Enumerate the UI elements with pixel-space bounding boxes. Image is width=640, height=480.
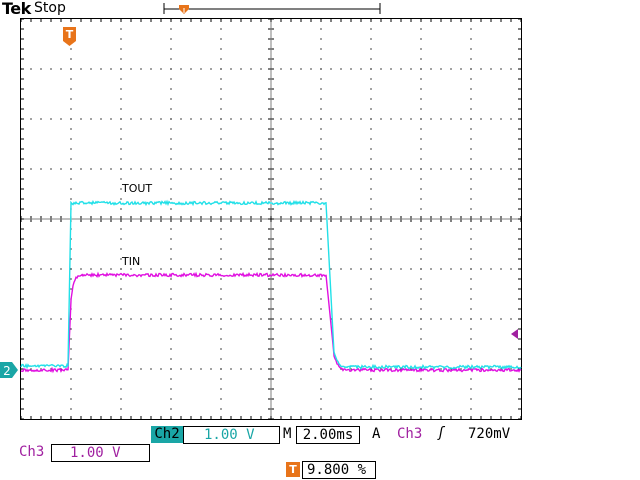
trigger-source-readout[interactable]: Ch3 [397, 426, 422, 442]
timebase-label: M [283, 426, 291, 442]
ch3-scale-readout[interactable]: 1.00 V [51, 444, 150, 462]
ch3-label[interactable]: Ch3 [19, 444, 44, 460]
acquisition-state: Stop [34, 0, 66, 16]
trigger-slope-icon[interactable]: ʃ [437, 425, 445, 441]
trigger-marker-icon[interactable]: T [63, 27, 76, 46]
brand-logo: Tek [2, 0, 31, 18]
ch2-label[interactable]: Ch2 [151, 426, 183, 443]
trigger-mode-label: A [372, 426, 380, 442]
trigger-position-badge-icon: T [286, 462, 300, 477]
trigger-level-arrow-icon[interactable] [511, 329, 518, 339]
trigger-level-readout[interactable]: 720mV [468, 426, 510, 442]
ground-marker-icon[interactable]: 2 [0, 362, 18, 378]
svg-text:2: 2 [3, 364, 11, 378]
trigger-position-readout[interactable]: 9.800 % [302, 461, 376, 479]
ch2-scale-readout[interactable]: 1.00 V [183, 426, 280, 444]
timebase-readout[interactable]: 2.00ms [296, 426, 360, 444]
svg-text:T: T [66, 28, 74, 41]
record-position-bar-icon[interactable] [164, 3, 380, 14]
tin-trace-label: TIN [121, 255, 140, 268]
graticule-grid [20, 18, 521, 419]
tout-trace-label: TOUT [121, 182, 152, 195]
